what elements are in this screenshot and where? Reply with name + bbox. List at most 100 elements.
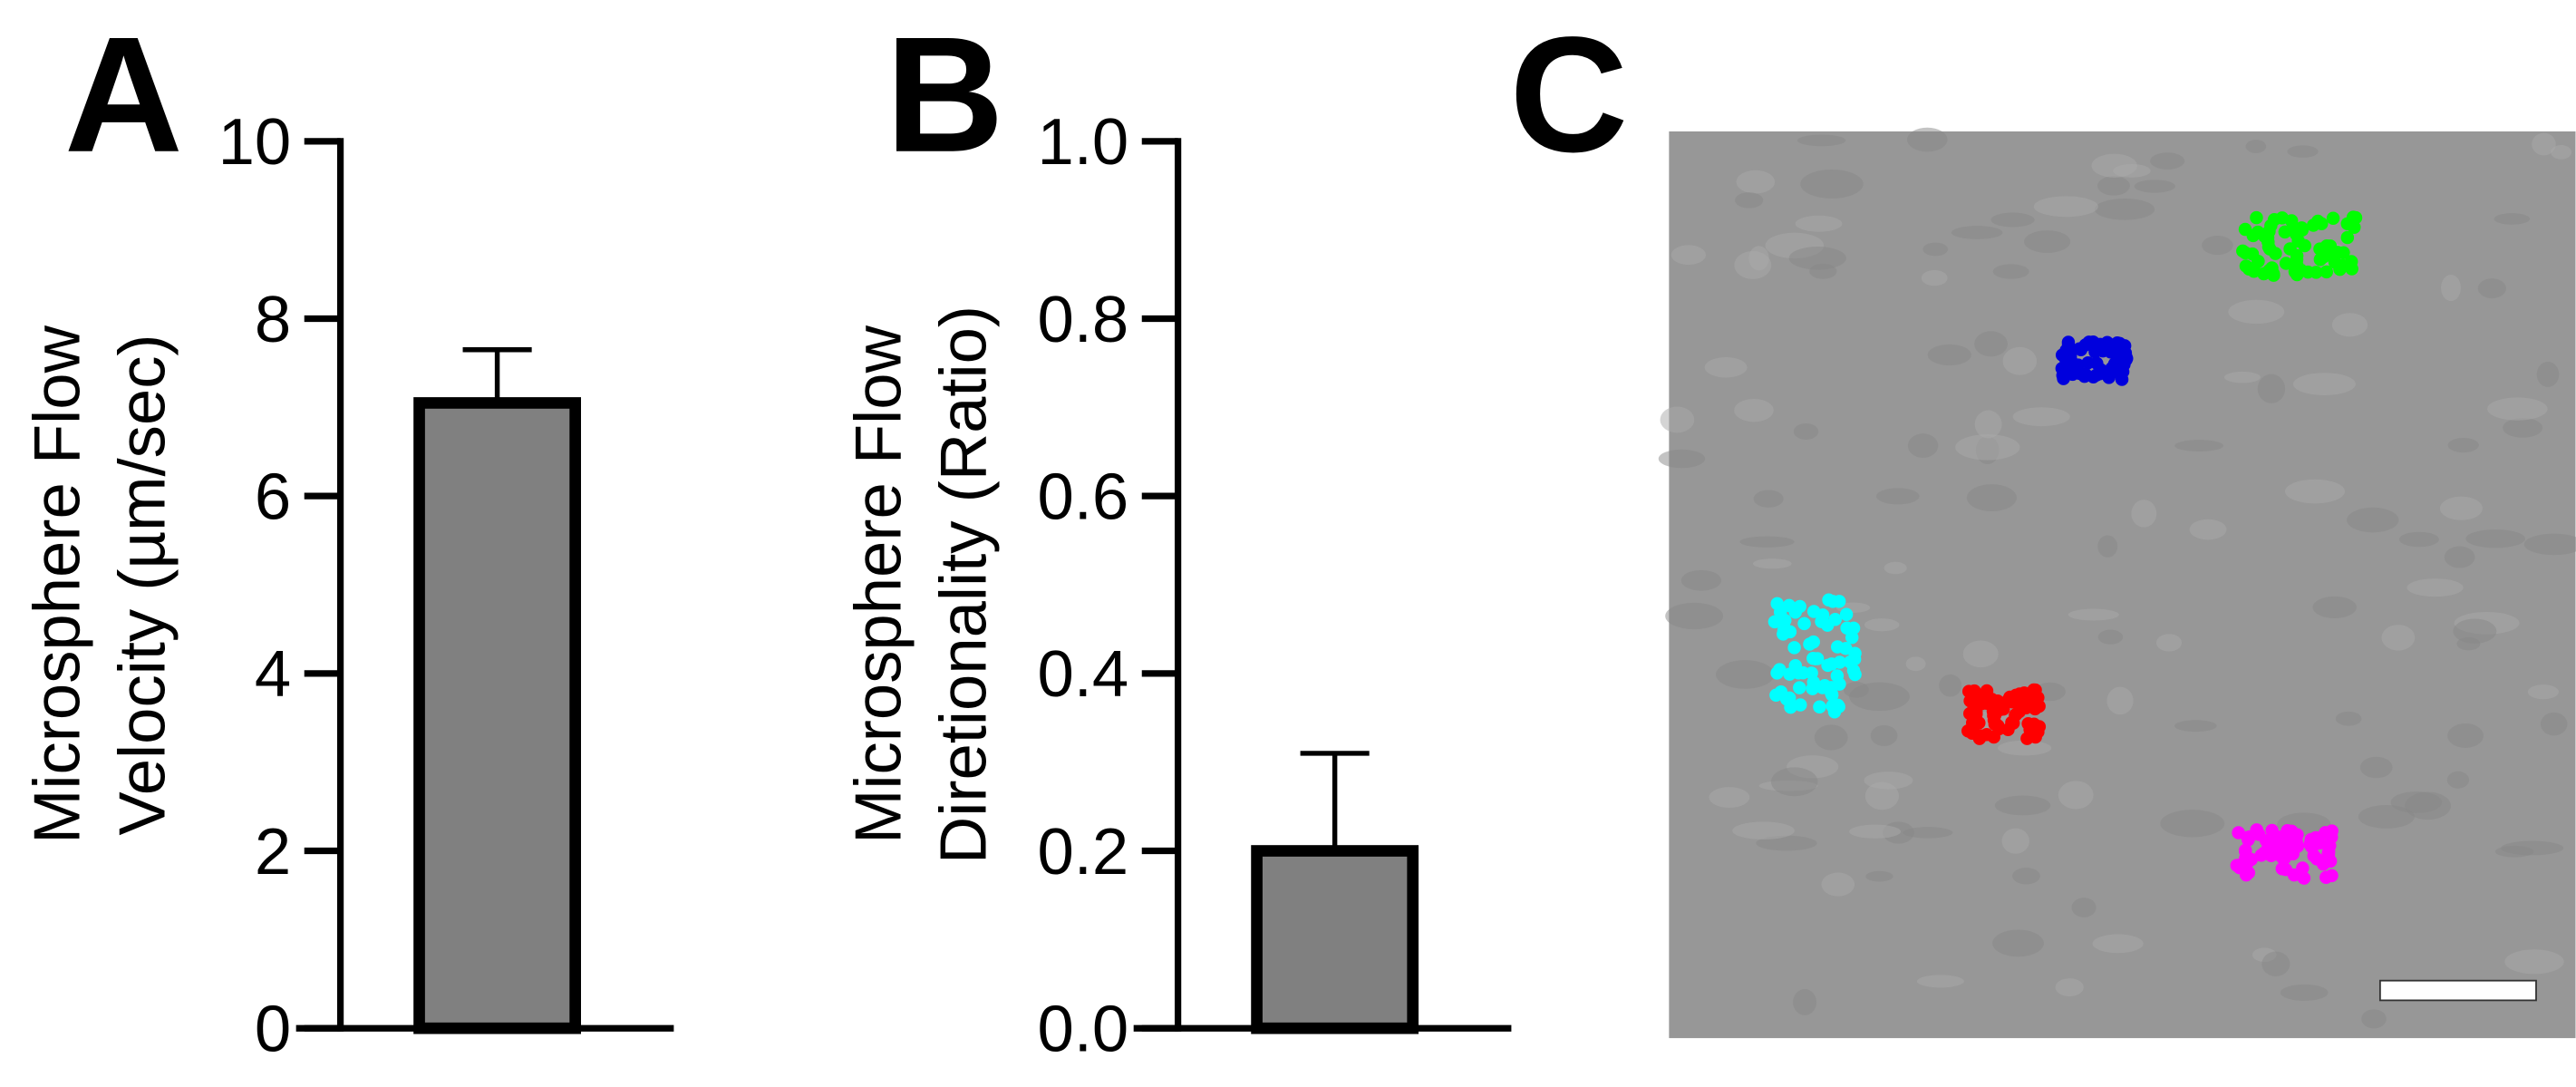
cell-texture: [2280, 984, 2329, 1001]
cell-texture: [2335, 711, 2362, 726]
track-point: [1773, 663, 1787, 676]
cell-texture: [1658, 449, 1706, 469]
track-point: [1808, 652, 1822, 665]
cell-texture: [1788, 247, 1846, 270]
cell-texture: [2024, 230, 2071, 253]
track-point: [2094, 363, 2107, 376]
cell-texture: [1903, 827, 1953, 839]
track-point: [1967, 700, 1981, 714]
track-point: [1779, 692, 1794, 706]
cell-texture: [1884, 561, 1907, 575]
cell-texture: [2257, 374, 2286, 403]
cell-texture: [1709, 787, 1750, 808]
cell-texture: [2447, 437, 2479, 453]
cell-texture: [1992, 929, 2044, 957]
y-axis-label: Velocity (µm/sec): [106, 334, 179, 835]
cell-texture: [2094, 199, 2155, 220]
cell-texture: [2058, 781, 2094, 810]
y-tick-label: 8: [255, 283, 291, 356]
y-tick-label: 1.0: [1038, 105, 1129, 179]
cell-texture: [1990, 212, 2035, 228]
trajectories: [1767, 210, 2363, 885]
cell-texture: [2523, 533, 2576, 556]
track-point: [2118, 346, 2133, 360]
cell-texture: [1793, 422, 1819, 440]
cell-texture: [2097, 629, 2124, 645]
track-point: [2056, 368, 2070, 383]
cell-texture: [2446, 771, 2470, 789]
cell-texture: [1905, 656, 1926, 672]
cell-texture: [1793, 989, 1817, 1015]
cell-texture: [1966, 484, 2017, 511]
cell-texture: [2439, 496, 2483, 520]
micrograph-texture: [1658, 127, 2576, 1029]
cell-texture: [2189, 519, 2227, 540]
y-tick-label: 0.8: [1038, 283, 1129, 356]
track-point: [1972, 732, 1987, 745]
track-point: [2029, 683, 2042, 697]
track-point: [2264, 218, 2278, 233]
track-point: [2247, 264, 2261, 278]
track-point: [2232, 860, 2247, 875]
cell-texture: [2033, 196, 2098, 218]
track-point: [2319, 265, 2333, 279]
cell-texture: [1671, 245, 1707, 266]
track-point: [2337, 246, 2350, 260]
cell-texture: [2536, 361, 2560, 387]
track-point: [1783, 625, 1797, 639]
cell-texture: [1752, 558, 1792, 569]
track-point: [1840, 621, 1854, 635]
cell-texture: [1921, 269, 1948, 286]
track-point: [2061, 341, 2076, 354]
cell-texture: [2312, 596, 2357, 618]
cell-texture: [2284, 479, 2346, 504]
track-point: [1839, 641, 1853, 655]
cell-texture: [2444, 546, 2475, 568]
track-point: [2276, 851, 2290, 865]
cell-texture: [1864, 772, 1913, 790]
track-point: [1833, 655, 1846, 669]
track-point: [2279, 257, 2293, 270]
track-point: [2319, 870, 2333, 884]
cell-texture: [1992, 264, 2029, 279]
cell-texture: [2012, 868, 2040, 885]
track-point: [1972, 716, 1986, 730]
y-tick-label: 6: [255, 461, 291, 534]
cell-texture: [1994, 795, 2051, 816]
cell-texture: [2494, 213, 2531, 225]
cell-texture: [2359, 756, 2393, 779]
y-tick-label: 0.4: [1038, 637, 1129, 711]
cell-texture: [2477, 278, 2506, 299]
track-point: [2288, 265, 2302, 278]
cell-texture: [1756, 835, 1817, 851]
cell-texture: [2331, 313, 2368, 337]
y-axis-label: Diretionality (Ratio): [927, 306, 1001, 864]
cell-texture: [1796, 134, 1846, 147]
y-tick-label: 4: [255, 637, 291, 711]
track-point: [2066, 367, 2079, 382]
cell-texture: [1939, 674, 1962, 697]
cell-texture: [2447, 723, 2484, 748]
track-point: [2251, 225, 2265, 239]
track-point: [1966, 685, 1980, 700]
cell-texture: [2358, 804, 2415, 829]
track-point: [2250, 210, 2263, 225]
cell-texture: [2287, 145, 2319, 158]
cell-texture: [2155, 634, 2183, 652]
track-point: [2093, 337, 2107, 352]
cell-texture: [1974, 331, 2008, 357]
cell-texture: [2001, 828, 2029, 854]
cell-texture: [1739, 536, 1795, 548]
track-point: [2019, 701, 2033, 715]
track-point: [2009, 708, 2023, 722]
cell-texture: [1732, 821, 1795, 840]
cell-texture: [1998, 740, 2052, 756]
track-point: [1828, 612, 1842, 626]
cell-texture: [2160, 810, 2225, 838]
cell-texture: [2532, 132, 2556, 156]
cell-texture: [1680, 569, 1722, 591]
cell-texture: [1770, 767, 1818, 797]
cell-texture: [1974, 410, 2002, 439]
track-point: [1839, 607, 1854, 621]
